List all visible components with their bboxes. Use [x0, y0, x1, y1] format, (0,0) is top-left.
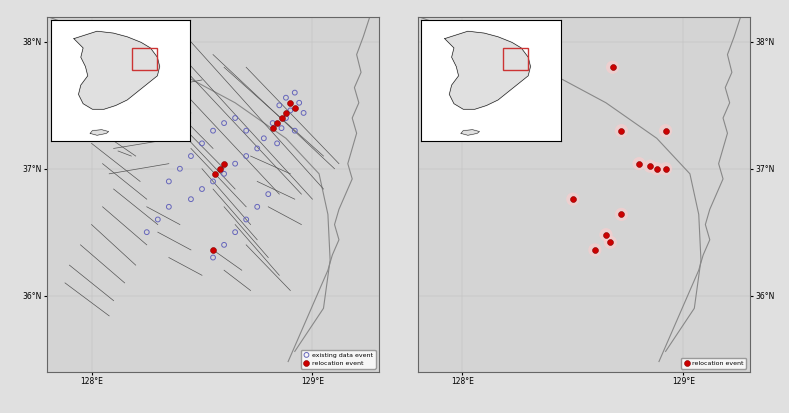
existing data event [289, 89, 301, 96]
existing data event [289, 127, 301, 134]
existing data event [196, 186, 208, 192]
relocation event [604, 239, 617, 246]
Legend: relocation event: relocation event [681, 358, 746, 368]
existing data event [185, 196, 197, 202]
relocation event [600, 231, 612, 238]
relocation event [644, 163, 656, 169]
existing data event [251, 204, 264, 210]
existing data event [174, 166, 186, 172]
existing data event [284, 107, 297, 114]
existing data event [196, 140, 208, 147]
existing data event [267, 120, 279, 126]
existing data event [163, 178, 175, 185]
Point [600, 231, 612, 238]
existing data event [140, 229, 153, 235]
existing data event [185, 153, 197, 159]
existing data event [297, 109, 310, 116]
existing data event [207, 127, 219, 134]
Point [589, 247, 601, 253]
Point [650, 166, 663, 172]
Point [633, 160, 645, 167]
relocation event [606, 64, 619, 71]
existing data event [151, 216, 164, 223]
relocation event [615, 211, 628, 218]
Point [660, 127, 672, 134]
Point [644, 163, 656, 169]
existing data event [251, 145, 264, 152]
relocation event [589, 247, 601, 253]
existing data event [257, 135, 270, 142]
existing data event [218, 242, 230, 248]
Point [604, 239, 617, 246]
relocation event [650, 166, 663, 172]
Point [533, 120, 546, 126]
existing data event [207, 254, 219, 261]
existing data event [218, 120, 230, 126]
relocation event [275, 115, 288, 121]
Point [606, 64, 619, 71]
relocation event [207, 247, 219, 253]
Point [615, 127, 628, 134]
existing data event [262, 191, 275, 197]
relocation event [660, 166, 672, 172]
relocation event [271, 120, 283, 126]
existing data event [218, 171, 230, 177]
existing data event [207, 178, 219, 185]
relocation event [567, 196, 579, 202]
existing data event [163, 204, 175, 210]
relocation event [209, 171, 222, 177]
existing data event [273, 102, 286, 109]
existing data event [275, 125, 288, 131]
Point [615, 211, 628, 218]
Point [660, 166, 672, 172]
existing data event [229, 229, 241, 235]
existing data event [229, 115, 241, 121]
existing data event [240, 153, 252, 159]
existing data event [279, 115, 292, 121]
relocation event [633, 160, 645, 167]
relocation event [267, 125, 279, 131]
existing data event [240, 127, 252, 134]
existing data event [271, 140, 283, 147]
relocation event [284, 100, 297, 106]
existing data event [240, 216, 252, 223]
relocation event [615, 127, 628, 134]
relocation event [660, 127, 672, 134]
relocation event [533, 120, 546, 126]
relocation event [289, 104, 301, 111]
existing data event [229, 160, 241, 167]
Legend: existing data event, relocation event: existing data event, relocation event [301, 350, 376, 368]
relocation event [279, 109, 292, 116]
existing data event [293, 100, 305, 106]
relocation event [213, 166, 226, 172]
relocation event [218, 160, 230, 167]
existing data event [279, 95, 292, 101]
Point [567, 196, 579, 202]
